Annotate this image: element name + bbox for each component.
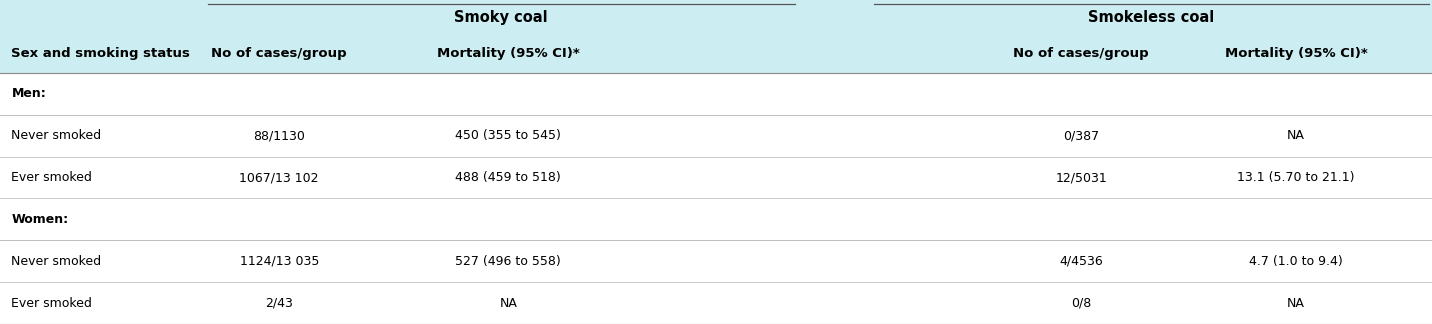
Text: Smokeless coal: Smokeless coal — [1088, 10, 1214, 25]
Text: Mortality (95% CI)*: Mortality (95% CI)* — [437, 47, 580, 60]
Text: Women:: Women: — [11, 213, 69, 226]
Text: Men:: Men: — [11, 87, 46, 100]
Text: Ever smoked: Ever smoked — [11, 171, 92, 184]
Text: No of cases/group: No of cases/group — [212, 47, 347, 60]
Text: No of cases/group: No of cases/group — [1014, 47, 1148, 60]
Text: 4.7 (1.0 to 9.4): 4.7 (1.0 to 9.4) — [1249, 255, 1343, 268]
Text: 1067/13 102: 1067/13 102 — [239, 171, 319, 184]
Text: 488 (459 to 518): 488 (459 to 518) — [455, 171, 561, 184]
Text: NA: NA — [1287, 129, 1305, 142]
Text: 2/43: 2/43 — [265, 296, 294, 309]
Text: Ever smoked: Ever smoked — [11, 296, 92, 309]
Text: 450 (355 to 545): 450 (355 to 545) — [455, 129, 561, 142]
Text: 1124/13 035: 1124/13 035 — [239, 255, 319, 268]
Bar — [0, 0, 1432, 73]
Text: Never smoked: Never smoked — [11, 129, 102, 142]
Text: NA: NA — [1287, 296, 1305, 309]
Text: 0/387: 0/387 — [1063, 129, 1100, 142]
Text: Smoky coal: Smoky coal — [454, 10, 548, 25]
Text: 527 (496 to 558): 527 (496 to 558) — [455, 255, 561, 268]
Text: 12/5031: 12/5031 — [1055, 171, 1107, 184]
Text: Sex and smoking status: Sex and smoking status — [11, 47, 190, 60]
Text: 13.1 (5.70 to 21.1): 13.1 (5.70 to 21.1) — [1237, 171, 1355, 184]
Text: 4/4536: 4/4536 — [1060, 255, 1103, 268]
Text: 0/8: 0/8 — [1071, 296, 1091, 309]
Text: NA: NA — [500, 296, 517, 309]
Text: Never smoked: Never smoked — [11, 255, 102, 268]
Text: 88/1130: 88/1130 — [253, 129, 305, 142]
Text: Mortality (95% CI)*: Mortality (95% CI)* — [1224, 47, 1368, 60]
